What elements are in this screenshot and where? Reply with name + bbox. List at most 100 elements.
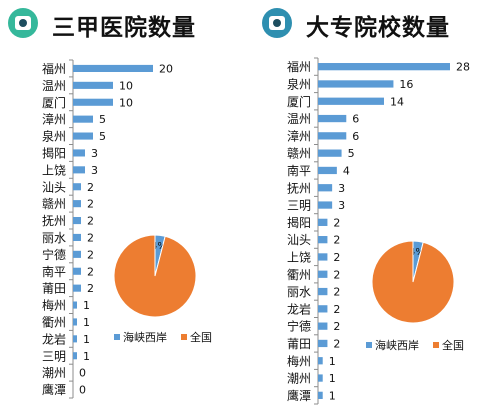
bar-value-label: 1 — [329, 372, 336, 385]
bar-value-label: 3 — [338, 199, 345, 212]
category-label: 宁德 — [287, 319, 311, 334]
category-label: 厦门 — [287, 94, 311, 109]
category-label: 潮州 — [287, 371, 311, 386]
college-chart-title: 大专院校数量 — [306, 15, 450, 41]
bar-value-label: 2 — [87, 282, 94, 295]
bar — [73, 233, 81, 241]
bar — [318, 97, 384, 105]
category-label: 莆田 — [287, 337, 311, 351]
bar-value-label: 2 — [333, 234, 340, 247]
category-label: 抚州 — [42, 214, 66, 228]
category-label: 赣州 — [287, 147, 311, 161]
bar-value-label: 1 — [83, 316, 90, 329]
bar-value-label: 6 — [352, 130, 359, 143]
pie-slice-label: 4% — [151, 241, 167, 252]
bar — [318, 63, 450, 71]
bar — [73, 132, 93, 140]
bar — [318, 184, 333, 192]
bar — [73, 200, 81, 208]
legend-label: 全国 — [442, 338, 464, 352]
bar-value-label: 1 — [329, 389, 336, 402]
bar — [318, 132, 347, 140]
bar — [73, 64, 153, 72]
bar-value-label: 0 — [79, 384, 86, 397]
category-label: 鹰潭 — [287, 388, 311, 403]
category-label: 揭阳 — [287, 215, 311, 230]
bar — [318, 236, 328, 244]
hospital-chart-title: 三甲医院数量 — [52, 15, 196, 41]
bar-value-label: 2 — [87, 248, 94, 261]
bar-value-label: 1 — [329, 355, 336, 368]
bar — [73, 267, 81, 275]
bar-value-label: 14 — [390, 95, 404, 108]
category-label: 汕头 — [287, 233, 311, 247]
category-label: 衢州 — [287, 268, 311, 282]
category-label: 厦门 — [42, 95, 66, 110]
legend-label: 全国 — [190, 330, 212, 344]
bar-value-label: 2 — [333, 320, 340, 333]
bar — [318, 201, 333, 209]
category-label: 龙岩 — [287, 301, 311, 316]
category-label: 丽水 — [287, 285, 311, 299]
bar-value-label: 2 — [333, 268, 340, 281]
legend-swatch — [114, 334, 120, 340]
category-label: 温州 — [287, 112, 311, 126]
bar — [73, 98, 113, 106]
bar-value-label: 20 — [159, 62, 173, 75]
bar — [318, 166, 337, 175]
category-label: 福州 — [42, 61, 66, 76]
bar-value-label: 2 — [333, 216, 340, 229]
bar — [318, 287, 328, 296]
category-label: 丽水 — [42, 231, 66, 245]
bar-value-label: 5 — [99, 130, 106, 143]
pie-slice — [371, 240, 455, 324]
bar — [73, 250, 81, 258]
bar-value-label: 2 — [333, 337, 340, 350]
bar-value-label: 3 — [91, 147, 98, 160]
category-label: 梅州 — [42, 298, 66, 313]
bar — [73, 335, 77, 343]
bar — [318, 114, 347, 123]
bar — [73, 183, 81, 191]
bar — [73, 284, 81, 292]
bar — [73, 115, 93, 123]
bar — [73, 318, 77, 326]
category-label: 南平 — [42, 264, 66, 279]
bar-value-label: 16 — [399, 78, 413, 91]
bar — [318, 339, 328, 348]
bar-value-label: 1 — [83, 299, 90, 312]
category-label: 莆田 — [42, 282, 66, 296]
bar — [318, 270, 328, 278]
bar-value-label: 2 — [87, 198, 94, 211]
bar — [73, 217, 81, 225]
bar-value-label: 3 — [91, 164, 98, 177]
category-label: 汕头 — [42, 180, 66, 194]
bar — [318, 305, 328, 313]
bar-value-label: 10 — [119, 96, 133, 109]
category-label: 南平 — [287, 163, 311, 178]
bar — [318, 149, 342, 157]
category-label: 抚州 — [287, 181, 311, 195]
bar-value-label: 3 — [338, 182, 345, 195]
bar — [73, 166, 85, 174]
category-label: 揭阳 — [42, 145, 66, 160]
bar-value-label: 2 — [333, 251, 340, 264]
category-label: 赣州 — [42, 197, 66, 211]
category-label: 上饶 — [42, 163, 66, 177]
bar-value-label: 5 — [348, 147, 355, 160]
category-label: 上饶 — [287, 250, 311, 264]
legend-label: 海峡西岸 — [123, 330, 167, 344]
hospital-icon — [8, 8, 38, 38]
bar — [73, 81, 113, 89]
bar-value-label: 2 — [87, 265, 94, 278]
pie-slice — [113, 234, 197, 318]
bar-value-label: 1 — [83, 350, 90, 363]
bar-value-label: 10 — [119, 79, 133, 92]
bar — [318, 218, 328, 226]
category-label: 漳州 — [42, 112, 66, 127]
bar-value-label: 6 — [352, 113, 359, 126]
legend-label: 海峡西岸 — [375, 338, 419, 352]
bar — [318, 357, 323, 365]
bar — [318, 322, 328, 330]
